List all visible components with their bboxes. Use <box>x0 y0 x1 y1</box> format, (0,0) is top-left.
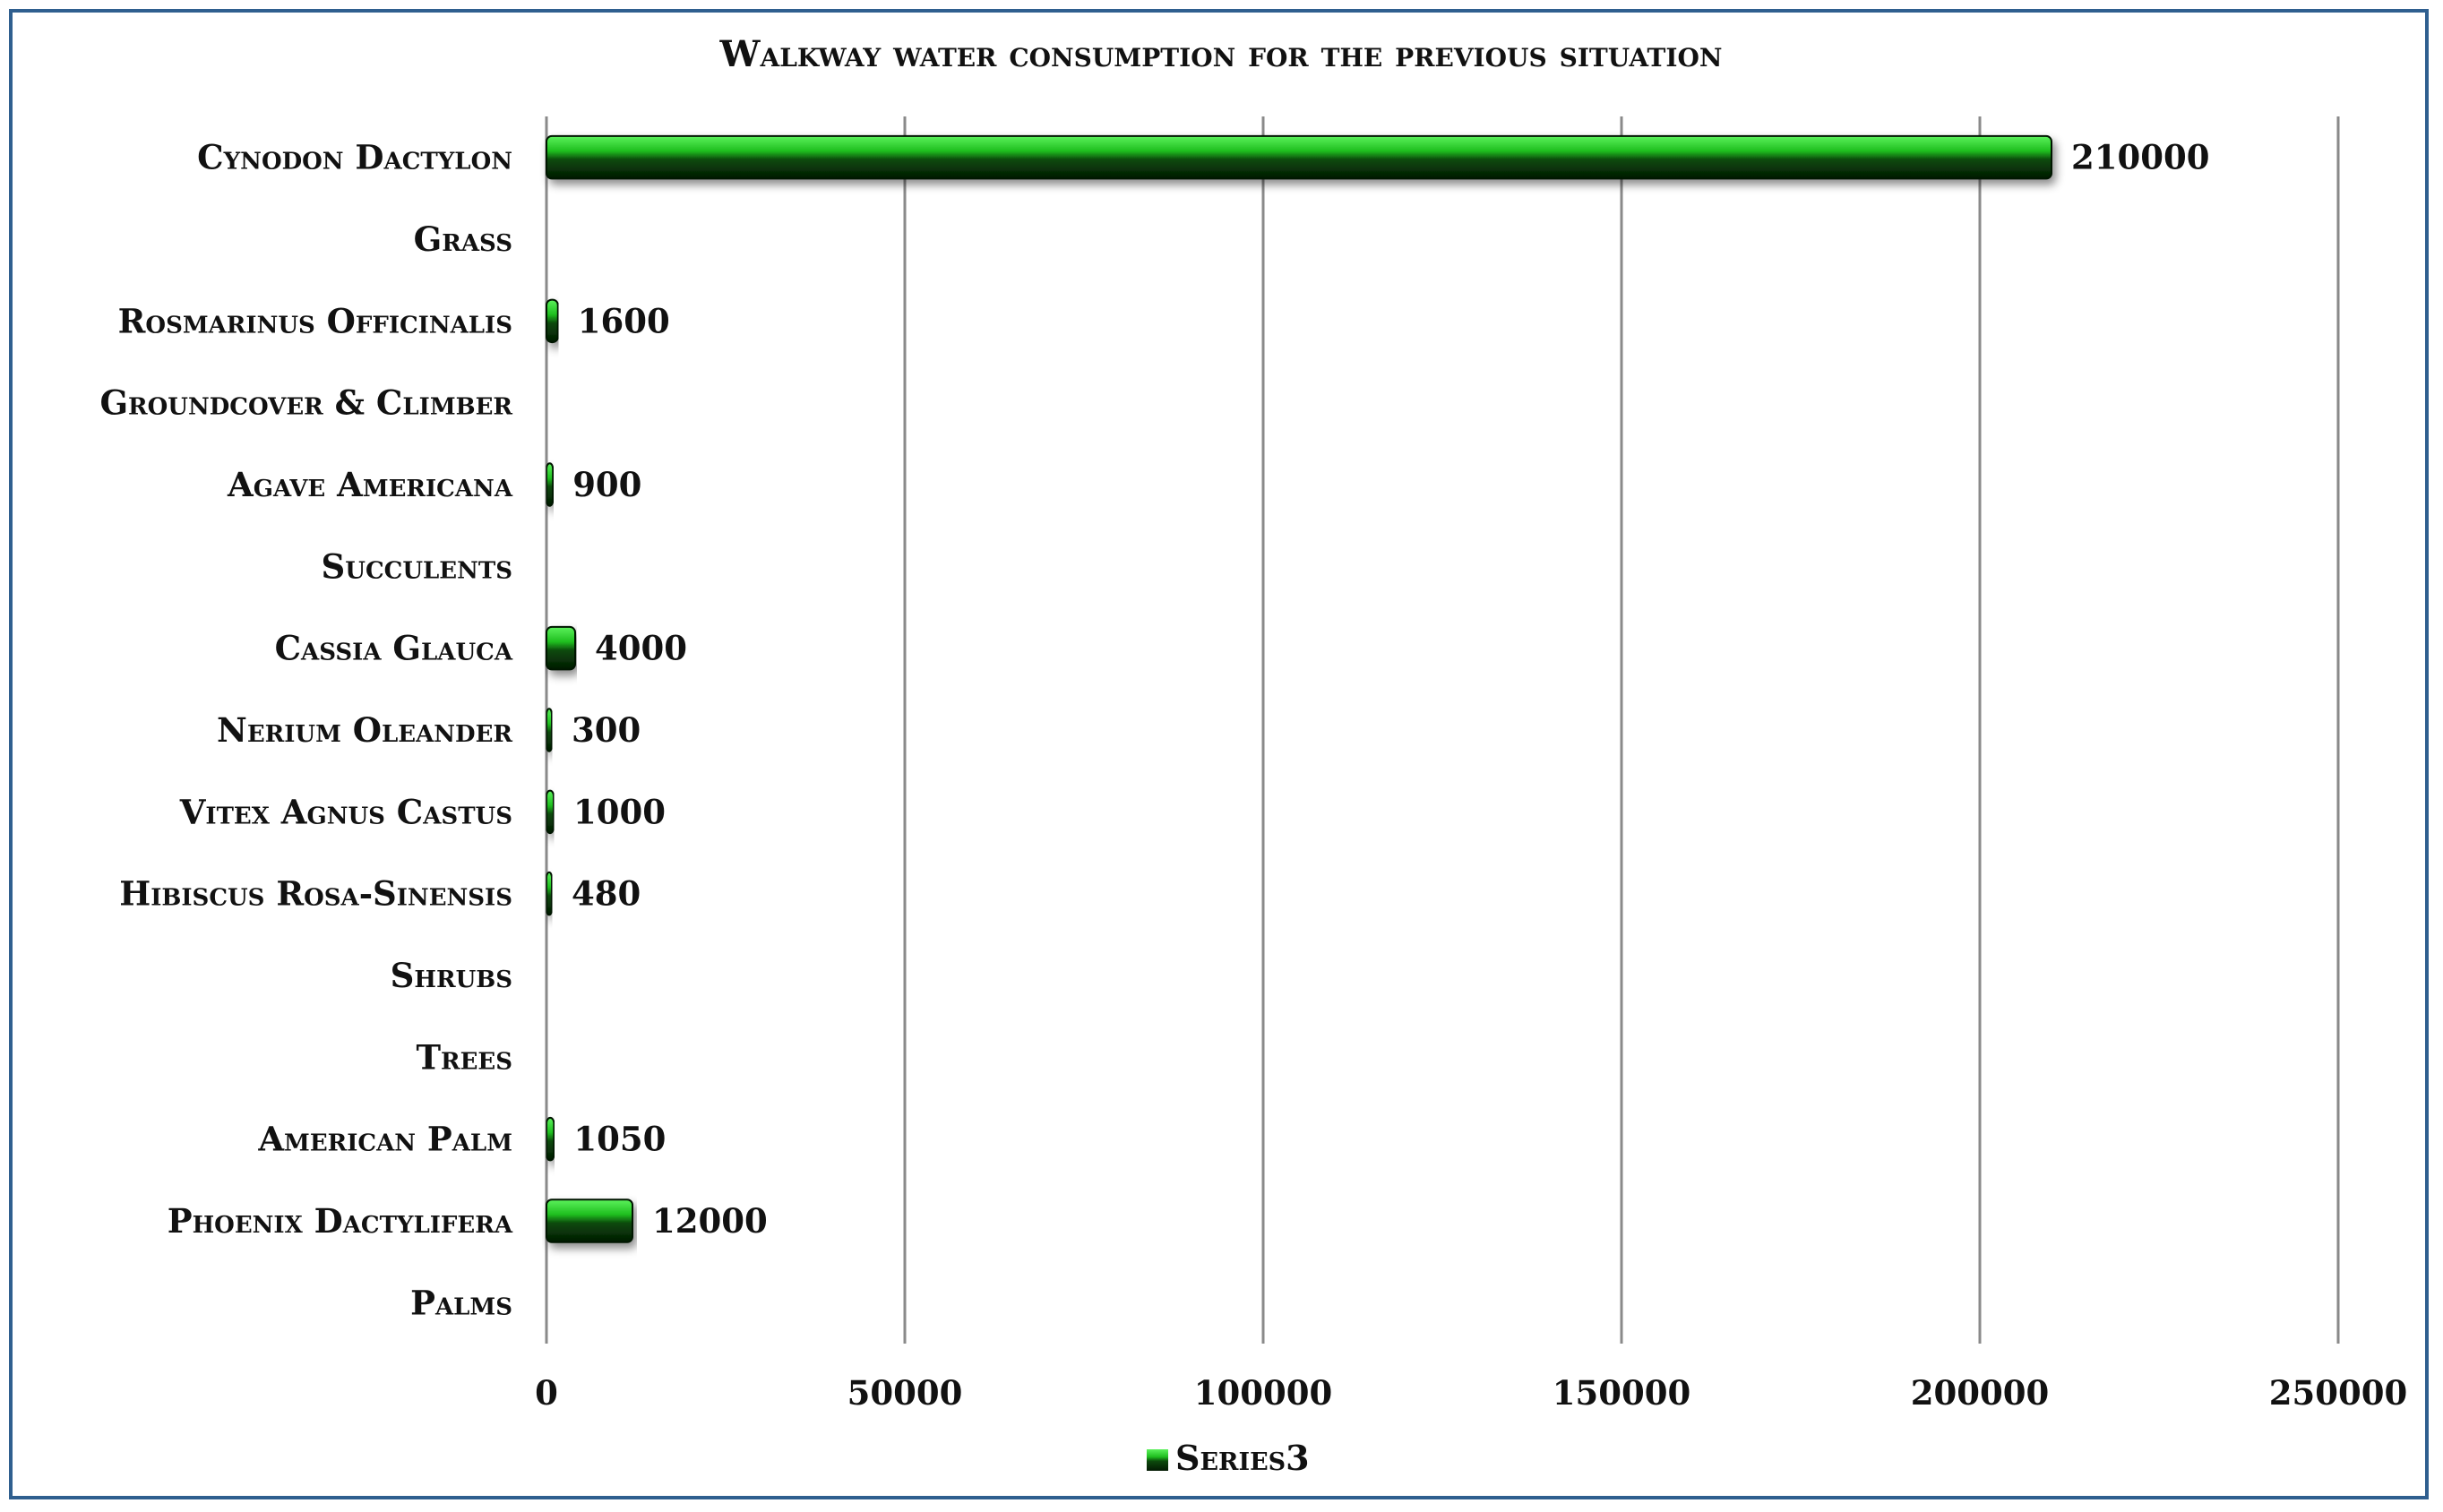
x-tick-label: 50000 <box>847 1373 963 1413</box>
x-tick-label: 0 <box>535 1373 558 1413</box>
x-tick-label: 150000 <box>1553 1373 1690 1413</box>
category-label: Cassia Glauca <box>275 629 513 668</box>
category-labels: Cynodon Dactylon Grass Rosmarinus Officina… <box>99 138 512 1323</box>
category-label: Succulents <box>322 546 512 586</box>
data-label: 1050 <box>573 1120 666 1159</box>
category-label: Shrubs <box>391 956 512 995</box>
x-tick-label: 250000 <box>2269 1373 2407 1413</box>
category-label: American Palm <box>257 1120 512 1159</box>
category-label: Palms <box>410 1283 512 1322</box>
bar <box>546 1116 555 1162</box>
category-label: Trees <box>416 1037 512 1077</box>
x-tick-label: 200000 <box>1911 1373 2049 1413</box>
x-tick-label: 100000 <box>1194 1373 1332 1413</box>
category-label: Vitex Agnus Castus <box>179 792 512 831</box>
bar <box>546 462 555 507</box>
category-label: Cynodon Dactylon <box>197 138 512 177</box>
chart-title: Walkway water consumption for the previo… <box>719 33 1723 75</box>
legend-label: Series3 <box>1175 1438 1310 1478</box>
category-label: Grass <box>414 219 512 259</box>
data-label: 210000 <box>2071 138 2209 177</box>
bar <box>546 134 2052 180</box>
data-label: 480 <box>572 874 641 914</box>
data-label: 4000 <box>595 629 687 668</box>
legend: Series3 <box>1147 1438 1310 1478</box>
category-label: Phoenix Dactylifera <box>168 1201 513 1241</box>
bars: 210000 1600 900 4000 300 1000 480 1050 12000 <box>546 134 2209 1243</box>
legend-swatch <box>1147 1449 1168 1471</box>
data-label: 300 <box>572 710 641 750</box>
bar <box>546 708 553 752</box>
x-axis-tick-labels: 0 50000 100000 150000 200000 250000 <box>535 1373 2407 1413</box>
data-label: 1600 <box>578 301 670 340</box>
bar <box>546 789 555 835</box>
chart-frame <box>9 9 2429 1499</box>
data-label: 12000 <box>652 1201 768 1241</box>
data-label: 900 <box>572 465 641 504</box>
category-label: Nerium Oleander <box>217 710 512 750</box>
category-label: Rosmarinus Officinalis <box>118 301 512 340</box>
bar <box>546 298 559 344</box>
gridlines <box>545 116 2340 1344</box>
bar <box>546 1198 633 1243</box>
category-label: Hibiscus Rosa-Sinensis <box>119 874 512 914</box>
category-label: Agave Americana <box>227 465 513 504</box>
bar <box>546 625 576 671</box>
data-label: 1000 <box>573 792 666 831</box>
bar <box>546 871 553 916</box>
category-label: Groundcover & Climber <box>99 383 512 423</box>
